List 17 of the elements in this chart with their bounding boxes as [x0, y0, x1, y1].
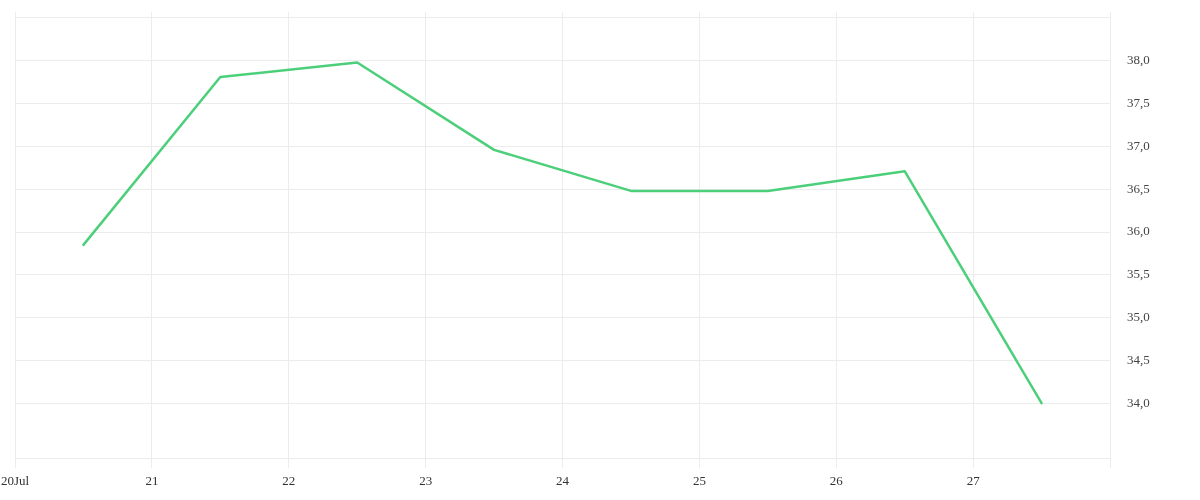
y-tick-label: 36,5	[1127, 180, 1150, 196]
x-tick-label: 25	[692, 473, 706, 489]
x-tick-label: 21	[145, 473, 159, 489]
y-tick-label: 37,5	[1127, 95, 1150, 111]
y-tick-label: 37,0	[1127, 137, 1150, 153]
y-tick-label: 34,0	[1127, 394, 1150, 410]
x-tick-label: 20Jul	[0, 473, 30, 489]
x-tick-label: 24	[556, 473, 570, 489]
y-tick-label: 34,5	[1127, 351, 1150, 367]
y-tick-label: 36,0	[1127, 223, 1150, 239]
y-tick-label: 38,0	[1127, 52, 1150, 68]
y-tick-label: 35,0	[1127, 309, 1150, 325]
x-tick-label: 27	[966, 473, 981, 489]
y-tick-label: 35,5	[1127, 266, 1150, 282]
x-tick-label: 22	[282, 473, 296, 489]
x-tick-label: 23	[419, 473, 433, 489]
x-tick-label: 26	[829, 473, 844, 489]
